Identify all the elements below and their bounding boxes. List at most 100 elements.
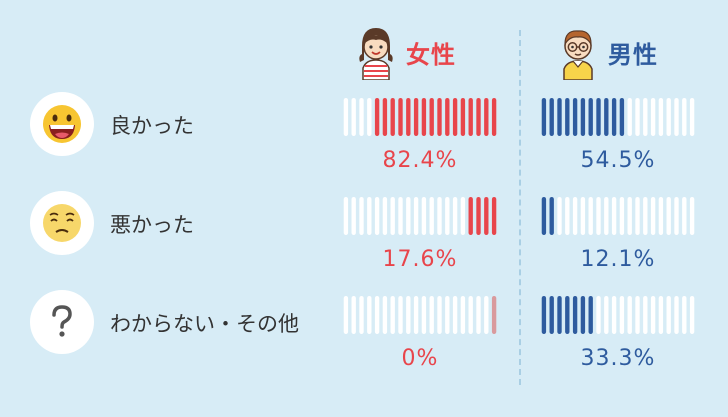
row-label: 良かった — [110, 114, 194, 138]
bar-segment-filled — [572, 98, 578, 136]
bar-segment-filled — [374, 98, 380, 136]
bar-segment-empty — [452, 197, 458, 235]
bar-segment-empty — [658, 197, 664, 235]
bar-segment-filled — [541, 197, 547, 235]
bar-segment-empty — [682, 197, 687, 235]
bar-segment-empty — [682, 296, 687, 334]
male-percent: 54.5% — [580, 148, 656, 173]
bar-segment-filled — [468, 197, 473, 235]
bar-segment-empty — [460, 197, 466, 235]
row-bad: 悪かった 17.6% 12.1% — [0, 191, 728, 281]
grinning-face-icon — [43, 105, 81, 143]
bar-segment-empty — [666, 197, 671, 235]
face-badge — [30, 191, 94, 255]
bar-segment-empty — [650, 98, 656, 136]
bar-segment-empty — [666, 98, 671, 136]
bar-segment-filled — [390, 98, 395, 136]
bar-segment-empty — [674, 197, 679, 235]
female-bar — [343, 98, 497, 136]
bar-segment-empty — [429, 296, 434, 334]
bar-segment-filled — [580, 98, 586, 136]
bar-segment-filled — [549, 296, 554, 334]
bar-segment-filled — [468, 98, 473, 136]
bar-segment-empty — [611, 296, 617, 334]
bar-segment-filled — [619, 98, 625, 136]
bar-segment-empty — [359, 197, 364, 235]
bar-segment-empty — [367, 197, 372, 235]
bar-segment-filled — [572, 296, 578, 334]
bar-segment-filled — [382, 98, 388, 136]
bar-segment-filled — [604, 98, 609, 136]
bar-segment-empty — [627, 197, 632, 235]
male-bar — [541, 98, 695, 136]
bar-segment-empty — [413, 197, 419, 235]
bar-segment-empty — [351, 98, 356, 136]
male-percent: 12.1% — [580, 247, 656, 272]
bar-segment-filled — [452, 98, 458, 136]
boy-avatar-icon — [563, 30, 593, 80]
female-percent: 0% — [401, 346, 439, 371]
bar-segment-empty — [468, 296, 473, 334]
bar-segment-empty — [588, 197, 593, 235]
bar-segment-filled — [541, 296, 547, 334]
bar-segment-empty — [382, 296, 388, 334]
bar-segment-empty — [406, 197, 411, 235]
bar-segment-empty — [658, 98, 664, 136]
bar-segment-empty — [627, 98, 632, 136]
bar-segment-empty — [390, 197, 395, 235]
bar-segment-empty — [452, 296, 458, 334]
bar-segment-empty — [343, 296, 349, 334]
bar-segment-empty — [635, 98, 640, 136]
male-header-label: 男性 — [608, 40, 658, 69]
worried-face-icon — [43, 204, 81, 242]
male-bar — [541, 296, 695, 334]
bar-segment-empty — [374, 197, 380, 235]
bar-segment-filled — [557, 296, 562, 334]
bar-segment-filled — [406, 98, 411, 136]
question-mark-icon — [52, 305, 72, 337]
bar-segment-empty — [343, 98, 349, 136]
face-badge — [30, 92, 94, 156]
bar-segment-empty — [413, 296, 419, 334]
bar-segment-empty — [650, 296, 656, 334]
bar-segment-filled — [491, 98, 497, 136]
bar-segment-empty — [351, 197, 356, 235]
bar-segment-empty — [374, 296, 380, 334]
bar-segment-filled — [611, 98, 617, 136]
bar-segment-empty — [398, 296, 403, 334]
bar-segment-empty — [627, 296, 632, 334]
bar-segment-filled — [398, 98, 403, 136]
bar-segment-empty — [674, 98, 679, 136]
bar-segment-empty — [557, 197, 562, 235]
bar-segment-empty — [650, 197, 656, 235]
bar-segment-empty — [635, 296, 640, 334]
bar-segment-filled — [549, 197, 554, 235]
bar-segment-empty — [604, 296, 609, 334]
bar-segment-empty — [437, 296, 442, 334]
bar-segment-empty — [604, 197, 609, 235]
bar-segment-filled — [588, 296, 593, 334]
male-header: 男性 — [556, 22, 658, 82]
bar-segment-filled — [549, 98, 554, 136]
row-unknown-other: わからない・その他 0% 33.3% — [0, 290, 728, 380]
bar-segment-empty — [596, 296, 601, 334]
female-percent: 17.6% — [382, 247, 458, 272]
male-percent: 33.3% — [580, 346, 656, 371]
bar-segment-filled — [460, 98, 466, 136]
bar-segment-empty — [429, 197, 434, 235]
bar-segment-filled — [491, 296, 497, 334]
bar-segment-empty — [643, 296, 648, 334]
bar-segment-empty — [421, 197, 427, 235]
bar-segment-empty — [367, 98, 372, 136]
bar-segment-filled — [476, 98, 481, 136]
bar-segment-empty — [421, 296, 427, 334]
bar-segment-empty — [460, 296, 466, 334]
bar-segment-empty — [580, 197, 586, 235]
bar-segment-empty — [635, 197, 640, 235]
bar-segment-empty — [674, 296, 679, 334]
bar-segment-empty — [398, 197, 403, 235]
bar-segment-filled — [557, 98, 562, 136]
female-header: 女性 — [354, 22, 456, 82]
column-divider — [519, 30, 521, 385]
bar-segment-empty — [572, 197, 578, 235]
